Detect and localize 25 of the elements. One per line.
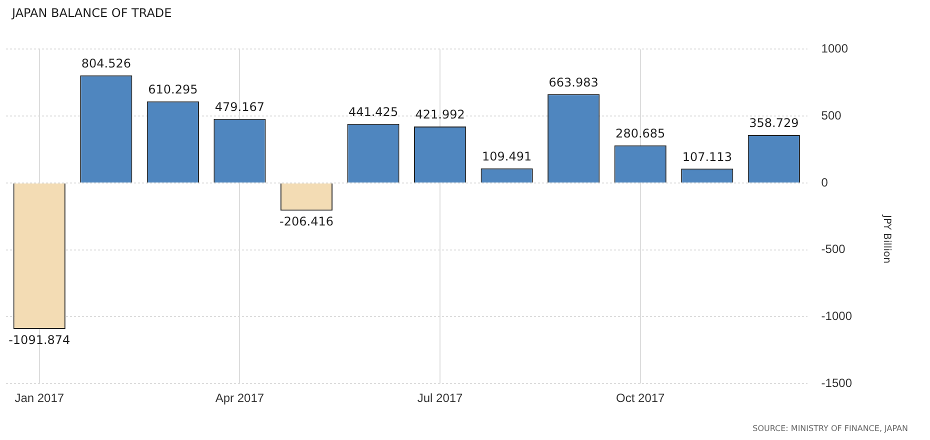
data-label: 107.113 [682, 150, 732, 164]
y-tick-label: -1000 [821, 309, 852, 324]
data-label: 421.992 [415, 108, 465, 122]
chart-title: JAPAN BALANCE OF TRADE [12, 6, 172, 20]
y-axis-title: JPY Billion [881, 215, 892, 264]
y-tick-label: 1000 [821, 42, 848, 56]
data-label: 610.295 [148, 82, 198, 96]
x-tick-label: Oct 2017 [616, 391, 666, 406]
y-tick-label: -500 [821, 242, 846, 256]
data-label: 280.685 [616, 126, 666, 141]
y-tick-label: 500 [821, 108, 842, 122]
y-tick-label: 0 [821, 175, 828, 190]
data-label: -206.416 [280, 214, 334, 229]
x-tick-label: Jan 2017 [14, 391, 64, 406]
data-label: -1091.874 [8, 333, 70, 348]
source-note: SOURCE: MINISTRY OF FINANCE, JAPAN [752, 424, 908, 433]
x-tick-label: Jul 2017 [417, 391, 464, 406]
data-label: 663.983 [548, 75, 598, 90]
data-label: 479.167 [214, 100, 265, 114]
data-label: 804.526 [81, 56, 131, 70]
data-label: 109.491 [482, 149, 532, 164]
y-tick-label: -1500 [821, 376, 852, 390]
x-tick-label: Apr 2017 [215, 391, 264, 406]
data-label: 441.425 [348, 105, 398, 120]
data-label: 358.729 [749, 116, 799, 130]
